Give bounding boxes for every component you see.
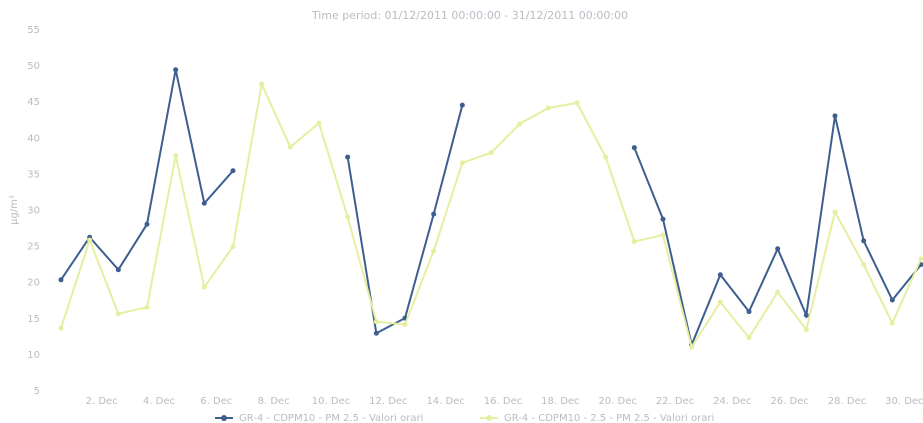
x-tick-label: 28. Dec xyxy=(828,396,866,407)
x-tick-label: 4. Dec xyxy=(143,396,175,407)
x-tick-label: 30. Dec xyxy=(885,396,923,407)
point xyxy=(660,216,666,222)
y-tick-label: 30 xyxy=(27,206,40,217)
point xyxy=(889,297,895,303)
point xyxy=(603,154,609,160)
x-tick-label: 20. Dec xyxy=(598,396,636,407)
point xyxy=(144,221,150,227)
point xyxy=(115,311,121,317)
point xyxy=(861,262,867,268)
y-tick-label: 35 xyxy=(27,169,40,180)
point xyxy=(230,168,236,174)
point xyxy=(545,105,551,111)
point xyxy=(373,319,379,325)
y-tick-label: 25 xyxy=(27,242,40,253)
point xyxy=(832,113,838,119)
point xyxy=(431,248,437,254)
point xyxy=(87,237,93,243)
x-tick-label: 2. Dec xyxy=(86,396,118,407)
point xyxy=(660,232,666,238)
point xyxy=(746,309,752,315)
point xyxy=(287,144,293,150)
x-tick-label: 8. Dec xyxy=(258,396,290,407)
x-tick-label: 22. Dec xyxy=(656,396,694,407)
legend-marker xyxy=(486,415,492,421)
point xyxy=(803,312,809,318)
point xyxy=(889,320,895,326)
x-tick-label: 16. Dec xyxy=(484,396,522,407)
y-tick-label: 5 xyxy=(34,386,40,397)
point xyxy=(58,325,64,331)
point xyxy=(402,322,408,328)
point xyxy=(717,299,723,305)
point xyxy=(173,67,179,73)
point xyxy=(58,277,64,283)
point xyxy=(803,327,809,333)
x-tick-label: 18. Dec xyxy=(541,396,579,407)
point xyxy=(631,145,637,151)
point xyxy=(861,238,867,244)
point xyxy=(517,121,523,127)
y-axis-label: µg/m³ xyxy=(9,195,20,225)
point xyxy=(230,244,236,250)
point xyxy=(832,209,838,215)
x-tick-label: 14. Dec xyxy=(426,396,464,407)
y-tick-label: 40 xyxy=(27,133,40,144)
point xyxy=(259,81,265,87)
point xyxy=(775,246,781,252)
x-tick-label: 10. Dec xyxy=(312,396,350,407)
point xyxy=(631,239,637,245)
legend-label: GR-4 - CDPM10 - PM 2.5 - Valori orari xyxy=(239,413,423,423)
point xyxy=(746,335,752,341)
legend-label: GR-4 - CDPM10 - 2.5 - PM 2.5 - Valori or… xyxy=(504,413,714,423)
point xyxy=(431,211,437,217)
point xyxy=(345,154,351,160)
point xyxy=(373,330,379,336)
point xyxy=(717,272,723,278)
point xyxy=(459,102,465,108)
y-tick-label: 55 xyxy=(27,25,40,36)
point xyxy=(345,214,351,220)
point xyxy=(918,256,923,262)
x-tick-label: 12. Dec xyxy=(369,396,407,407)
point xyxy=(459,160,465,166)
chart-title: Time period: 01/12/2011 00:00:00 - 31/12… xyxy=(311,9,628,22)
series-line xyxy=(60,80,922,350)
point xyxy=(201,200,207,206)
point xyxy=(201,284,207,290)
point xyxy=(173,153,179,159)
point xyxy=(574,100,580,106)
x-tick-label: 26. Dec xyxy=(770,396,808,407)
y-tick-label: 10 xyxy=(27,350,40,361)
point xyxy=(775,289,781,295)
point xyxy=(689,344,695,350)
y-tick-label: 45 xyxy=(27,97,40,108)
point xyxy=(488,150,494,156)
y-tick-label: 15 xyxy=(27,314,40,325)
point xyxy=(115,267,121,273)
y-tick-label: 50 xyxy=(27,61,40,72)
x-tick-label: 24. Dec xyxy=(713,396,751,407)
point xyxy=(316,120,322,126)
point xyxy=(144,304,150,310)
x-tick-label: 6. Dec xyxy=(200,396,232,407)
legend-marker xyxy=(221,415,227,421)
series-line xyxy=(60,69,922,349)
y-tick-label: 20 xyxy=(27,278,40,289)
